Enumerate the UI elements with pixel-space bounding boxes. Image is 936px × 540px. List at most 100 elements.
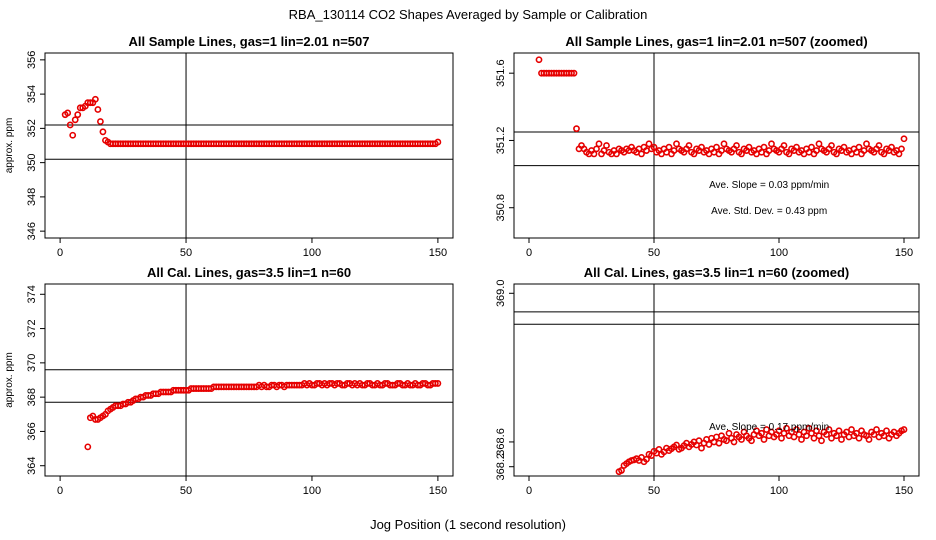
data-point <box>705 441 713 448</box>
data-point <box>763 426 770 433</box>
data-point <box>97 118 104 125</box>
x-tick-label: 100 <box>770 485 788 497</box>
data-point <box>808 143 815 151</box>
data-point <box>64 109 72 117</box>
data-point <box>685 142 693 149</box>
data-point <box>91 95 99 103</box>
y-tick-label: 354 <box>26 85 38 103</box>
data-point <box>775 427 783 435</box>
data-point <box>603 142 610 149</box>
data-point <box>655 445 663 453</box>
data-point <box>825 426 833 433</box>
data-point <box>758 429 765 437</box>
annotation-text: Ave. Slope = 0.03 ppm/min <box>709 180 829 191</box>
data-point <box>86 99 94 107</box>
y-tick-label: 369.0 <box>495 280 507 308</box>
data-point <box>69 131 77 139</box>
data-point <box>840 143 848 151</box>
x-tick-label: 100 <box>303 485 321 497</box>
x-tick-label: 50 <box>648 247 660 259</box>
data-point <box>798 436 805 443</box>
annotation-text: Ave. Std. Dev. = 0.43 ppm <box>711 206 827 217</box>
data-point <box>780 142 788 149</box>
panel-2: All Sample Lines, gas=1 lin=2.01 n=507 (… <box>495 34 920 259</box>
data-point <box>713 143 720 151</box>
data-point <box>843 428 850 436</box>
plot-area <box>45 284 453 476</box>
data-point <box>570 69 578 77</box>
y-tick-label: 348 <box>26 188 38 206</box>
data-point <box>723 437 730 445</box>
data-point <box>748 437 755 445</box>
data-point <box>853 429 860 437</box>
panel-title: All Cal. Lines, gas=3.5 lin=1 n=60 (zoom… <box>584 265 850 280</box>
data-point <box>733 142 740 149</box>
data-point <box>873 426 880 433</box>
plot-frame <box>513 52 920 239</box>
x-tick-label: 0 <box>57 485 63 497</box>
data-point <box>645 140 653 148</box>
data-point <box>698 143 705 151</box>
data-point <box>590 150 598 158</box>
data-point <box>803 432 810 440</box>
x-tick-label: 50 <box>180 247 192 259</box>
panel-title: All Cal. Lines, gas=3.5 lin=1 n=60 <box>147 265 351 280</box>
data-point <box>848 426 855 433</box>
data-point <box>618 467 625 474</box>
data-point <box>745 143 753 151</box>
x-tick-label: 150 <box>895 247 913 259</box>
data-point <box>638 150 645 158</box>
data-point <box>788 428 795 436</box>
data-point <box>815 140 823 148</box>
data-point <box>838 436 845 443</box>
data-point <box>715 439 723 447</box>
y-tick-label: 370 <box>26 354 38 372</box>
data-point <box>753 427 760 435</box>
data-point <box>883 427 890 435</box>
data-point <box>535 56 543 64</box>
data-point <box>434 138 442 146</box>
data-point <box>793 426 800 433</box>
data-point <box>760 143 768 151</box>
data-point <box>895 150 903 158</box>
data-point <box>828 434 835 442</box>
y-axis-label: approx. ppm <box>4 352 15 408</box>
data-point <box>863 140 870 148</box>
data-point <box>855 143 863 151</box>
x-tick-label: 100 <box>303 247 321 259</box>
plot-area <box>514 53 919 238</box>
plot-area <box>514 284 919 476</box>
data-point <box>833 150 840 158</box>
data-point <box>568 69 575 77</box>
data-point <box>898 145 905 153</box>
y-axis-label: approx. ppm <box>4 118 15 174</box>
data-point <box>595 140 603 148</box>
plot-frame <box>44 283 454 477</box>
data-point <box>673 140 680 148</box>
data-point <box>66 121 74 129</box>
data-point <box>698 444 705 452</box>
y-tick-label: 351.6 <box>495 59 507 87</box>
data-point <box>880 150 888 158</box>
data-point <box>793 143 800 151</box>
plot-panels: All Sample Lines, gas=1 lin=2.01 n=507 ap… <box>4 34 920 497</box>
data-point <box>810 434 818 442</box>
data-point <box>84 443 92 451</box>
data-point <box>835 427 843 435</box>
figure-title: RBA_130114 CO2 Shapes Averaged by Sample… <box>289 7 648 22</box>
plot-area <box>45 53 453 238</box>
y-tick-label: 350.8 <box>495 194 507 222</box>
x-tick-label: 50 <box>180 485 192 497</box>
panel-4: All Cal. Lines, gas=3.5 lin=1 n=60 (zoom… <box>495 265 920 497</box>
panel-3: All Cal. Lines, gas=3.5 lin=1 n=60 approx… <box>4 265 454 497</box>
figure-xlabel: Jog Position (1 second resolution) <box>370 517 566 532</box>
y-tick-label: 366 <box>26 422 38 440</box>
data-point <box>730 438 738 446</box>
x-tick-label: 100 <box>770 247 788 259</box>
data-point <box>783 424 790 432</box>
data-point <box>665 143 673 151</box>
data-point <box>828 142 835 149</box>
data-point <box>738 436 745 443</box>
data-point <box>865 436 873 443</box>
data-point <box>808 429 815 437</box>
